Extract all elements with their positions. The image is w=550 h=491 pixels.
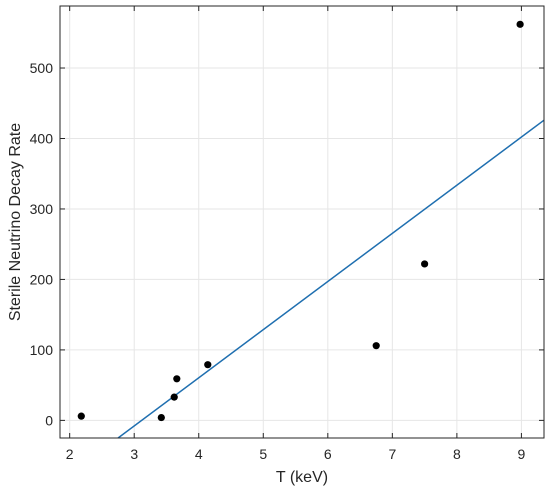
fit-line: [117, 119, 545, 439]
x-tick-label: 8: [453, 446, 461, 462]
x-tick-label: 6: [324, 446, 332, 462]
data-point: [77, 412, 85, 420]
x-tick-label: 2: [66, 446, 74, 462]
data-point: [516, 20, 524, 28]
y-axis-ticks: 0 100 200 300 400 500: [30, 60, 544, 428]
plot-frame: [59, 5, 545, 439]
data-point: [372, 342, 380, 350]
x-tick-label: 3: [130, 446, 138, 462]
data-point: [157, 413, 165, 422]
data-point: [204, 361, 212, 369]
y-tick-label: 0: [45, 412, 53, 428]
data-point: [170, 393, 178, 401]
x-tick-label: 5: [259, 446, 267, 462]
x-tick-label: 9: [518, 446, 526, 462]
y-tick-label: 200: [30, 271, 54, 287]
data-points: [77, 20, 524, 422]
grid-lines: [60, 6, 544, 438]
fit-line-layer: [117, 119, 545, 439]
x-axis-label: T (keV): [276, 469, 328, 486]
y-tick-label: 100: [30, 342, 54, 358]
x-tick-label: 7: [388, 446, 396, 462]
x-axis-ticks: 2 3 4 5 6 7 8 9: [66, 6, 526, 462]
y-tick-label: 400: [30, 130, 54, 146]
data-point: [421, 260, 429, 268]
y-tick-label: 300: [30, 201, 54, 217]
x-tick-label: 4: [195, 446, 203, 462]
data-point: [173, 375, 181, 383]
y-axis-label: Sterile Neutrino Decay Rate: [7, 123, 24, 321]
y-tick-label: 500: [30, 60, 54, 76]
